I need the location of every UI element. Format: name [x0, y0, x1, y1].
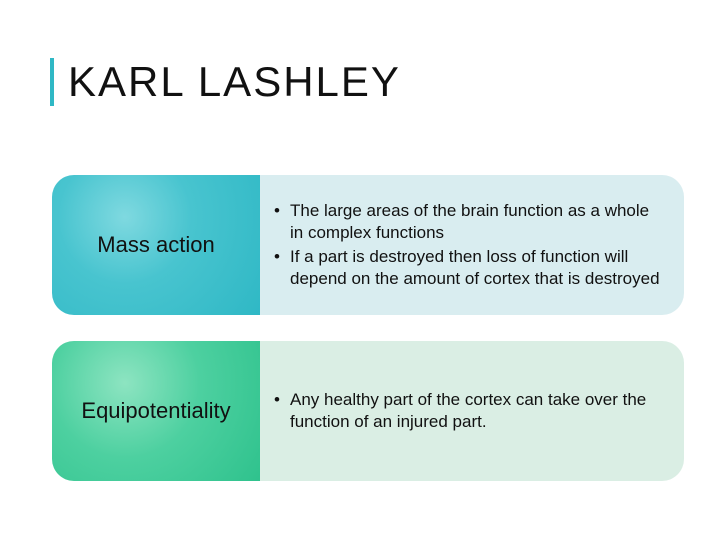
bullet-item: If a part is destroyed then loss of func…: [274, 246, 664, 290]
concept-label: Equipotentiality: [52, 341, 260, 481]
concept-body: Any healthy part of the cortex can take …: [260, 341, 684, 481]
title-block: KARL LASHLEY: [50, 58, 401, 106]
concept-label: Mass action: [52, 175, 260, 315]
bullet-item: The large areas of the brain function as…: [274, 200, 664, 244]
page-title: KARL LASHLEY: [68, 58, 401, 106]
concept-row-mass-action: Mass action The large areas of the brain…: [52, 175, 684, 315]
concept-row-equipotentiality: Equipotentiality Any healthy part of the…: [52, 341, 684, 481]
bullet-list: Any healthy part of the cortex can take …: [274, 387, 664, 435]
concept-body: The large areas of the brain function as…: [260, 175, 684, 315]
title-accent-bar: [50, 58, 54, 106]
content-rows: Mass action The large areas of the brain…: [52, 175, 684, 481]
bullet-item: Any healthy part of the cortex can take …: [274, 389, 664, 433]
bullet-list: The large areas of the brain function as…: [274, 198, 664, 292]
